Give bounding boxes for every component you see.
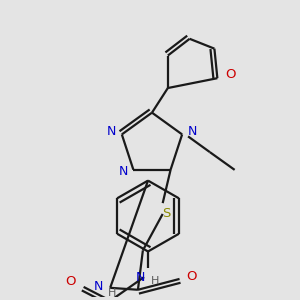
Text: H: H <box>108 288 116 298</box>
Text: O: O <box>225 68 236 81</box>
Text: N: N <box>119 165 128 178</box>
Text: N: N <box>188 125 197 138</box>
Text: O: O <box>65 274 76 287</box>
Text: H: H <box>151 276 159 286</box>
Text: S: S <box>163 208 171 220</box>
Text: N: N <box>107 125 117 138</box>
Text: N: N <box>135 271 145 284</box>
Text: O: O <box>186 271 197 284</box>
Text: N: N <box>94 280 103 293</box>
